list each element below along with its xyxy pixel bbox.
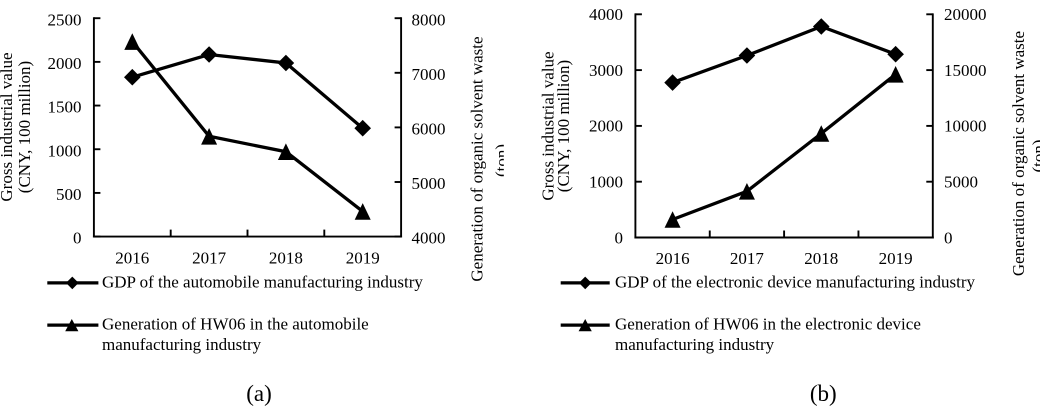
svg-text:7000: 7000 (412, 65, 446, 84)
svg-text:(ton): (ton) (1029, 139, 1048, 172)
svg-text:20000: 20000 (944, 5, 987, 24)
svg-text:2016: 2016 (656, 249, 690, 268)
svg-text:500: 500 (56, 185, 82, 204)
svg-text:15000: 15000 (944, 61, 987, 80)
svg-text:(CNY, 100 million): (CNY, 100 million) (554, 60, 573, 192)
svg-text:0: 0 (615, 228, 624, 247)
svg-text:6000: 6000 (412, 120, 446, 139)
svg-text:5000: 5000 (412, 174, 446, 193)
svg-text:GDP of the automobile manufact: GDP of the automobile manufacturing indu… (102, 273, 423, 292)
svg-text:10000: 10000 (944, 117, 987, 136)
svg-text:2000: 2000 (48, 54, 82, 73)
svg-text:1000: 1000 (48, 141, 82, 160)
svg-text:(b): (b) (810, 381, 837, 406)
svg-text:2017: 2017 (730, 249, 765, 268)
svg-text:0: 0 (73, 229, 82, 248)
svg-text:Gross industrial value: Gross industrial value (539, 51, 558, 200)
svg-text:Generation of HW06 in the elec: Generation of HW06 in the electronic dev… (615, 314, 921, 333)
svg-text:2018: 2018 (269, 249, 303, 268)
svg-text:3000: 3000 (589, 61, 623, 80)
svg-text:Generation of HW06 in the auto: Generation of HW06 in the automobile (102, 314, 369, 333)
svg-text:2000: 2000 (589, 117, 623, 136)
svg-text:4000: 4000 (589, 5, 623, 24)
svg-text:2018: 2018 (804, 249, 838, 268)
svg-text:2016: 2016 (115, 249, 149, 268)
svg-text:5000: 5000 (944, 173, 978, 192)
svg-text:Gross industrial value: Gross industrial value (0, 52, 16, 201)
svg-text:2019: 2019 (346, 249, 380, 268)
svg-text:manufacturing industry: manufacturing industry (615, 335, 775, 354)
svg-text:4000: 4000 (412, 229, 446, 248)
svg-text:2019: 2019 (879, 249, 913, 268)
svg-text:GDP of the electronic device m: GDP of the electronic device manufacturi… (615, 273, 976, 292)
svg-text:(CNY, 100 million): (CNY, 100 million) (15, 61, 34, 193)
svg-text:Generation of organic solvent: Generation of organic solvent waste (1009, 31, 1028, 276)
svg-text:manufacturing industry: manufacturing industry (102, 335, 262, 354)
svg-text:2500: 2500 (48, 10, 82, 29)
svg-text:1000: 1000 (589, 173, 623, 192)
svg-text:2017: 2017 (192, 249, 227, 268)
svg-text:1500: 1500 (48, 98, 82, 117)
svg-text:0: 0 (944, 228, 953, 247)
svg-text:(a): (a) (246, 381, 272, 406)
svg-text:(ton): (ton) (492, 144, 511, 177)
svg-text:8000: 8000 (412, 10, 446, 29)
svg-text:Generation of organic solvent: Generation of organic solvent waste (468, 36, 487, 281)
